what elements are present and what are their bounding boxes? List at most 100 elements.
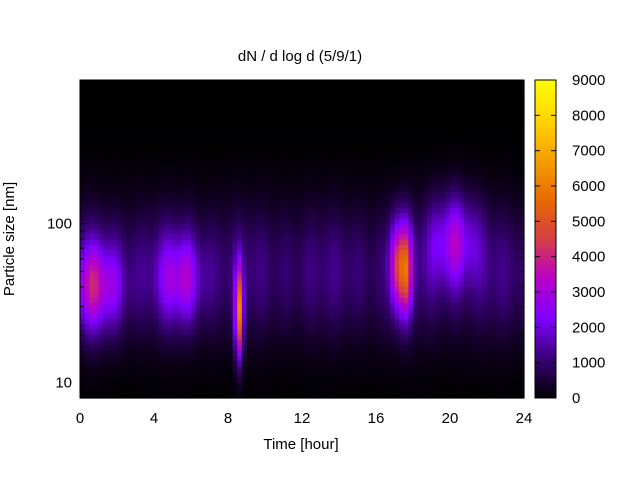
heatmap-cell <box>389 281 396 288</box>
heatmap-cell <box>302 159 308 166</box>
heatmap-cell <box>274 90 280 97</box>
heatmap-cell <box>306 286 312 293</box>
heatmap-cell <box>380 106 386 113</box>
heatmap-cell <box>214 281 220 288</box>
heatmap-cell <box>440 244 446 251</box>
heatmap-cell <box>394 133 400 139</box>
heatmap-cell <box>107 207 113 214</box>
heatmap-cell <box>329 159 335 166</box>
heatmap-cell <box>251 85 257 92</box>
heatmap-cell <box>329 286 335 293</box>
heatmap-cell <box>191 329 197 335</box>
heatmap-cell <box>177 111 183 118</box>
heatmap-cell <box>246 281 252 288</box>
heatmap-cell <box>343 207 349 214</box>
heatmap-cell <box>306 148 312 155</box>
heatmap-cell <box>454 249 460 256</box>
heatmap-cell <box>426 159 433 166</box>
heatmap-cell <box>246 143 252 150</box>
heatmap-cell <box>167 371 174 378</box>
heatmap-cell <box>246 244 252 251</box>
heatmap-cell <box>251 133 257 139</box>
heatmap-cell <box>135 201 141 208</box>
heatmap-cell <box>357 154 363 161</box>
heatmap-cell <box>154 360 160 367</box>
heatmap-cell <box>329 355 335 362</box>
heatmap-cell <box>278 154 285 161</box>
heatmap-cell <box>140 191 146 198</box>
heatmap-cell <box>112 85 118 92</box>
heatmap-cell <box>315 233 322 240</box>
heatmap-cell <box>426 180 433 187</box>
heatmap-cell <box>195 345 201 351</box>
heatmap-cell <box>158 143 164 150</box>
heatmap-cell <box>436 355 442 362</box>
heatmap-cell <box>278 307 285 314</box>
heatmap-cell <box>251 122 257 129</box>
heatmap-cell <box>436 329 442 335</box>
heatmap-cell <box>154 318 160 325</box>
heatmap-cell <box>209 244 215 251</box>
heatmap-cell <box>325 313 331 320</box>
heatmap-cell <box>399 164 405 171</box>
heatmap-cell <box>163 154 169 161</box>
heatmap-cell <box>329 292 335 298</box>
heatmap-cell <box>426 265 433 272</box>
heatmap-cell <box>223 276 229 282</box>
heatmap-cell <box>177 292 183 298</box>
heatmap-cell <box>260 323 266 330</box>
heatmap-cell <box>311 191 317 198</box>
heatmap-cell <box>191 122 197 129</box>
heatmap-cell <box>269 133 275 139</box>
heatmap-cell <box>334 101 340 108</box>
heatmap-cell <box>408 127 414 134</box>
heatmap-cell <box>325 95 331 102</box>
heatmap-cell <box>366 270 372 277</box>
heatmap-cell <box>228 297 234 304</box>
heatmap-cell <box>288 307 294 314</box>
heatmap-cell <box>154 233 160 240</box>
heatmap-cell <box>445 138 451 145</box>
heatmap-cell <box>195 366 201 373</box>
heatmap-cell <box>135 334 141 341</box>
heatmap-cell <box>241 366 248 373</box>
heatmap-cell <box>325 207 331 214</box>
heatmap-cell <box>352 111 359 118</box>
heatmap-cell <box>135 223 141 229</box>
heatmap-cell <box>191 281 197 288</box>
heatmap-cell <box>98 127 104 134</box>
heatmap-cell <box>98 286 104 293</box>
heatmap-cell <box>232 281 238 288</box>
heatmap-cell <box>329 265 335 272</box>
heatmap-cell <box>269 329 275 335</box>
heatmap-cell <box>255 143 261 150</box>
heatmap-cell <box>357 276 363 282</box>
heatmap-cell <box>431 350 437 357</box>
heatmap-cell <box>426 392 433 399</box>
heatmap-cell <box>366 382 372 388</box>
heatmap-cell <box>394 127 400 134</box>
heatmap-cell <box>315 154 322 161</box>
heatmap-cell <box>232 95 238 102</box>
heatmap-cell <box>214 170 220 176</box>
heatmap-cell <box>315 313 322 320</box>
heatmap-cell <box>107 217 113 224</box>
heatmap-cell <box>172 175 178 182</box>
heatmap-cell <box>431 244 437 251</box>
heatmap-cell <box>154 387 160 394</box>
heatmap-cell <box>200 95 206 102</box>
heatmap-cell <box>436 186 442 192</box>
heatmap-cell <box>366 265 372 272</box>
heatmap-cell <box>389 196 396 203</box>
heatmap-cell <box>334 371 340 378</box>
heatmap-cell <box>288 329 294 335</box>
heatmap-cell <box>218 270 224 277</box>
heatmap-cell <box>177 329 183 335</box>
heatmap-cell <box>306 254 312 261</box>
heatmap-cell <box>149 154 155 161</box>
heatmap-cell <box>265 281 271 288</box>
heatmap-cell <box>80 148 86 155</box>
heatmap-cell <box>265 191 271 198</box>
heatmap-cell <box>181 148 187 155</box>
heatmap-cell <box>260 260 266 267</box>
